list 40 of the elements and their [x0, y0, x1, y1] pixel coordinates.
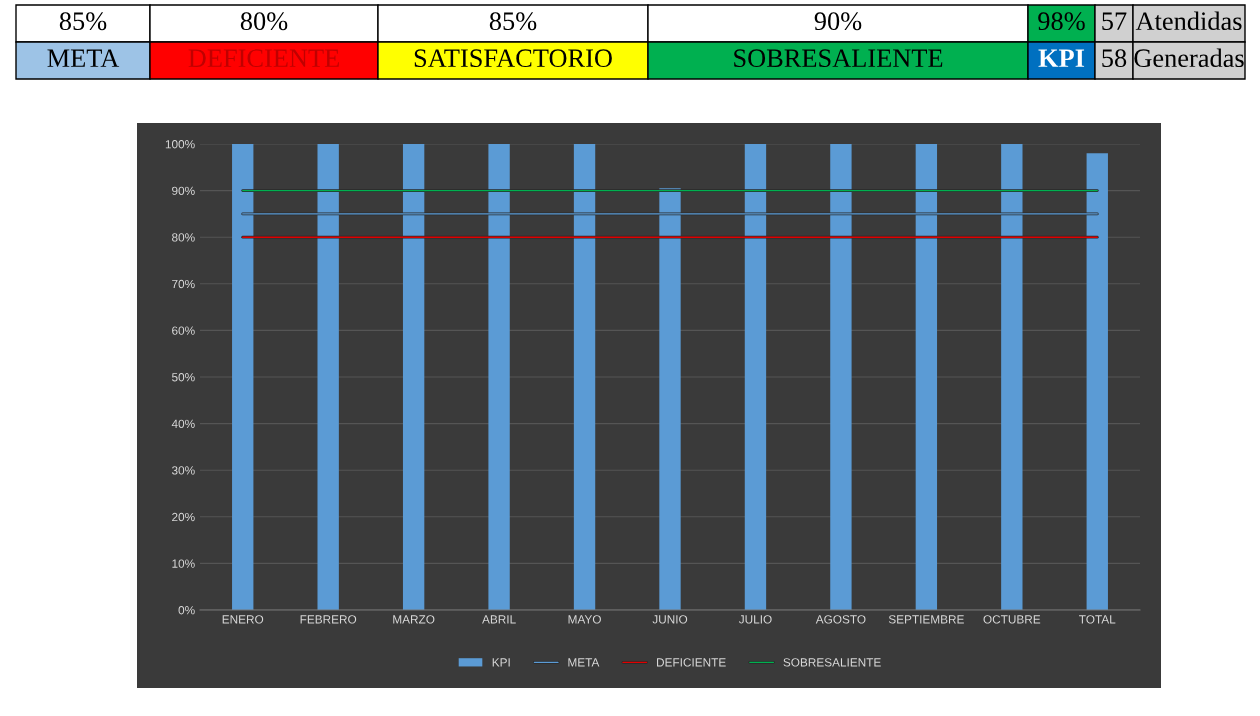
x-tick-label: JUNIO [652, 615, 688, 624]
y-tick-label: 80% [172, 233, 195, 242]
y-tick-label: 40% [171, 419, 195, 428]
x-tick-label: AGOSTO [815, 615, 866, 624]
text: 57 [1102, 12, 1127, 31]
text: KPI [1038, 49, 1085, 67]
x-tick-label: MAYO [568, 615, 601, 624]
text: DEFICIENTE [188, 49, 339, 68]
text: 98% [1038, 12, 1085, 31]
y-tick-label: 0% [178, 606, 195, 615]
y-tick-label: 20% [172, 512, 195, 522]
y-tick-label: 60% [172, 326, 195, 335]
text: SOBRESALIENTE [734, 49, 943, 68]
x-tick-label: FEBRERO [300, 615, 357, 624]
text: Atendidas [1135, 11, 1242, 31]
text: 58 [1102, 49, 1127, 68]
text: 85% [59, 12, 107, 31]
x-tick-label: SEPTIEMBRE [888, 615, 964, 624]
text: SATISFACTORIO [414, 49, 612, 68]
x-tick-label: MARZO [393, 615, 435, 624]
legend-label: DEFICIENTE [657, 658, 726, 667]
legend-label: SOBRESALIENTE [783, 658, 881, 667]
y-tick-label: 100% [165, 140, 195, 149]
text: 85% [489, 12, 537, 31]
text: META [47, 49, 120, 67]
x-tick-label: OCTUBRE [983, 615, 1041, 624]
text: 90% [814, 12, 862, 31]
x-tick-label: ABRIL [482, 615, 516, 624]
legend-label: META [568, 658, 600, 667]
y-tick-label: 70% [172, 279, 195, 289]
y-tick-label: 30% [171, 466, 195, 475]
x-tick-label: JULIO [738, 615, 772, 624]
y-tick-label: 90% [172, 186, 195, 195]
text: Generadas [1134, 48, 1244, 68]
y-tick-label: 10% [172, 559, 195, 568]
y-tick-label: 50% [171, 373, 195, 382]
legend-label: KPI [492, 658, 510, 667]
text: 80% [240, 12, 288, 31]
x-tick-label: TOTAL [1079, 615, 1116, 624]
x-tick-label: ENERO [222, 615, 264, 624]
